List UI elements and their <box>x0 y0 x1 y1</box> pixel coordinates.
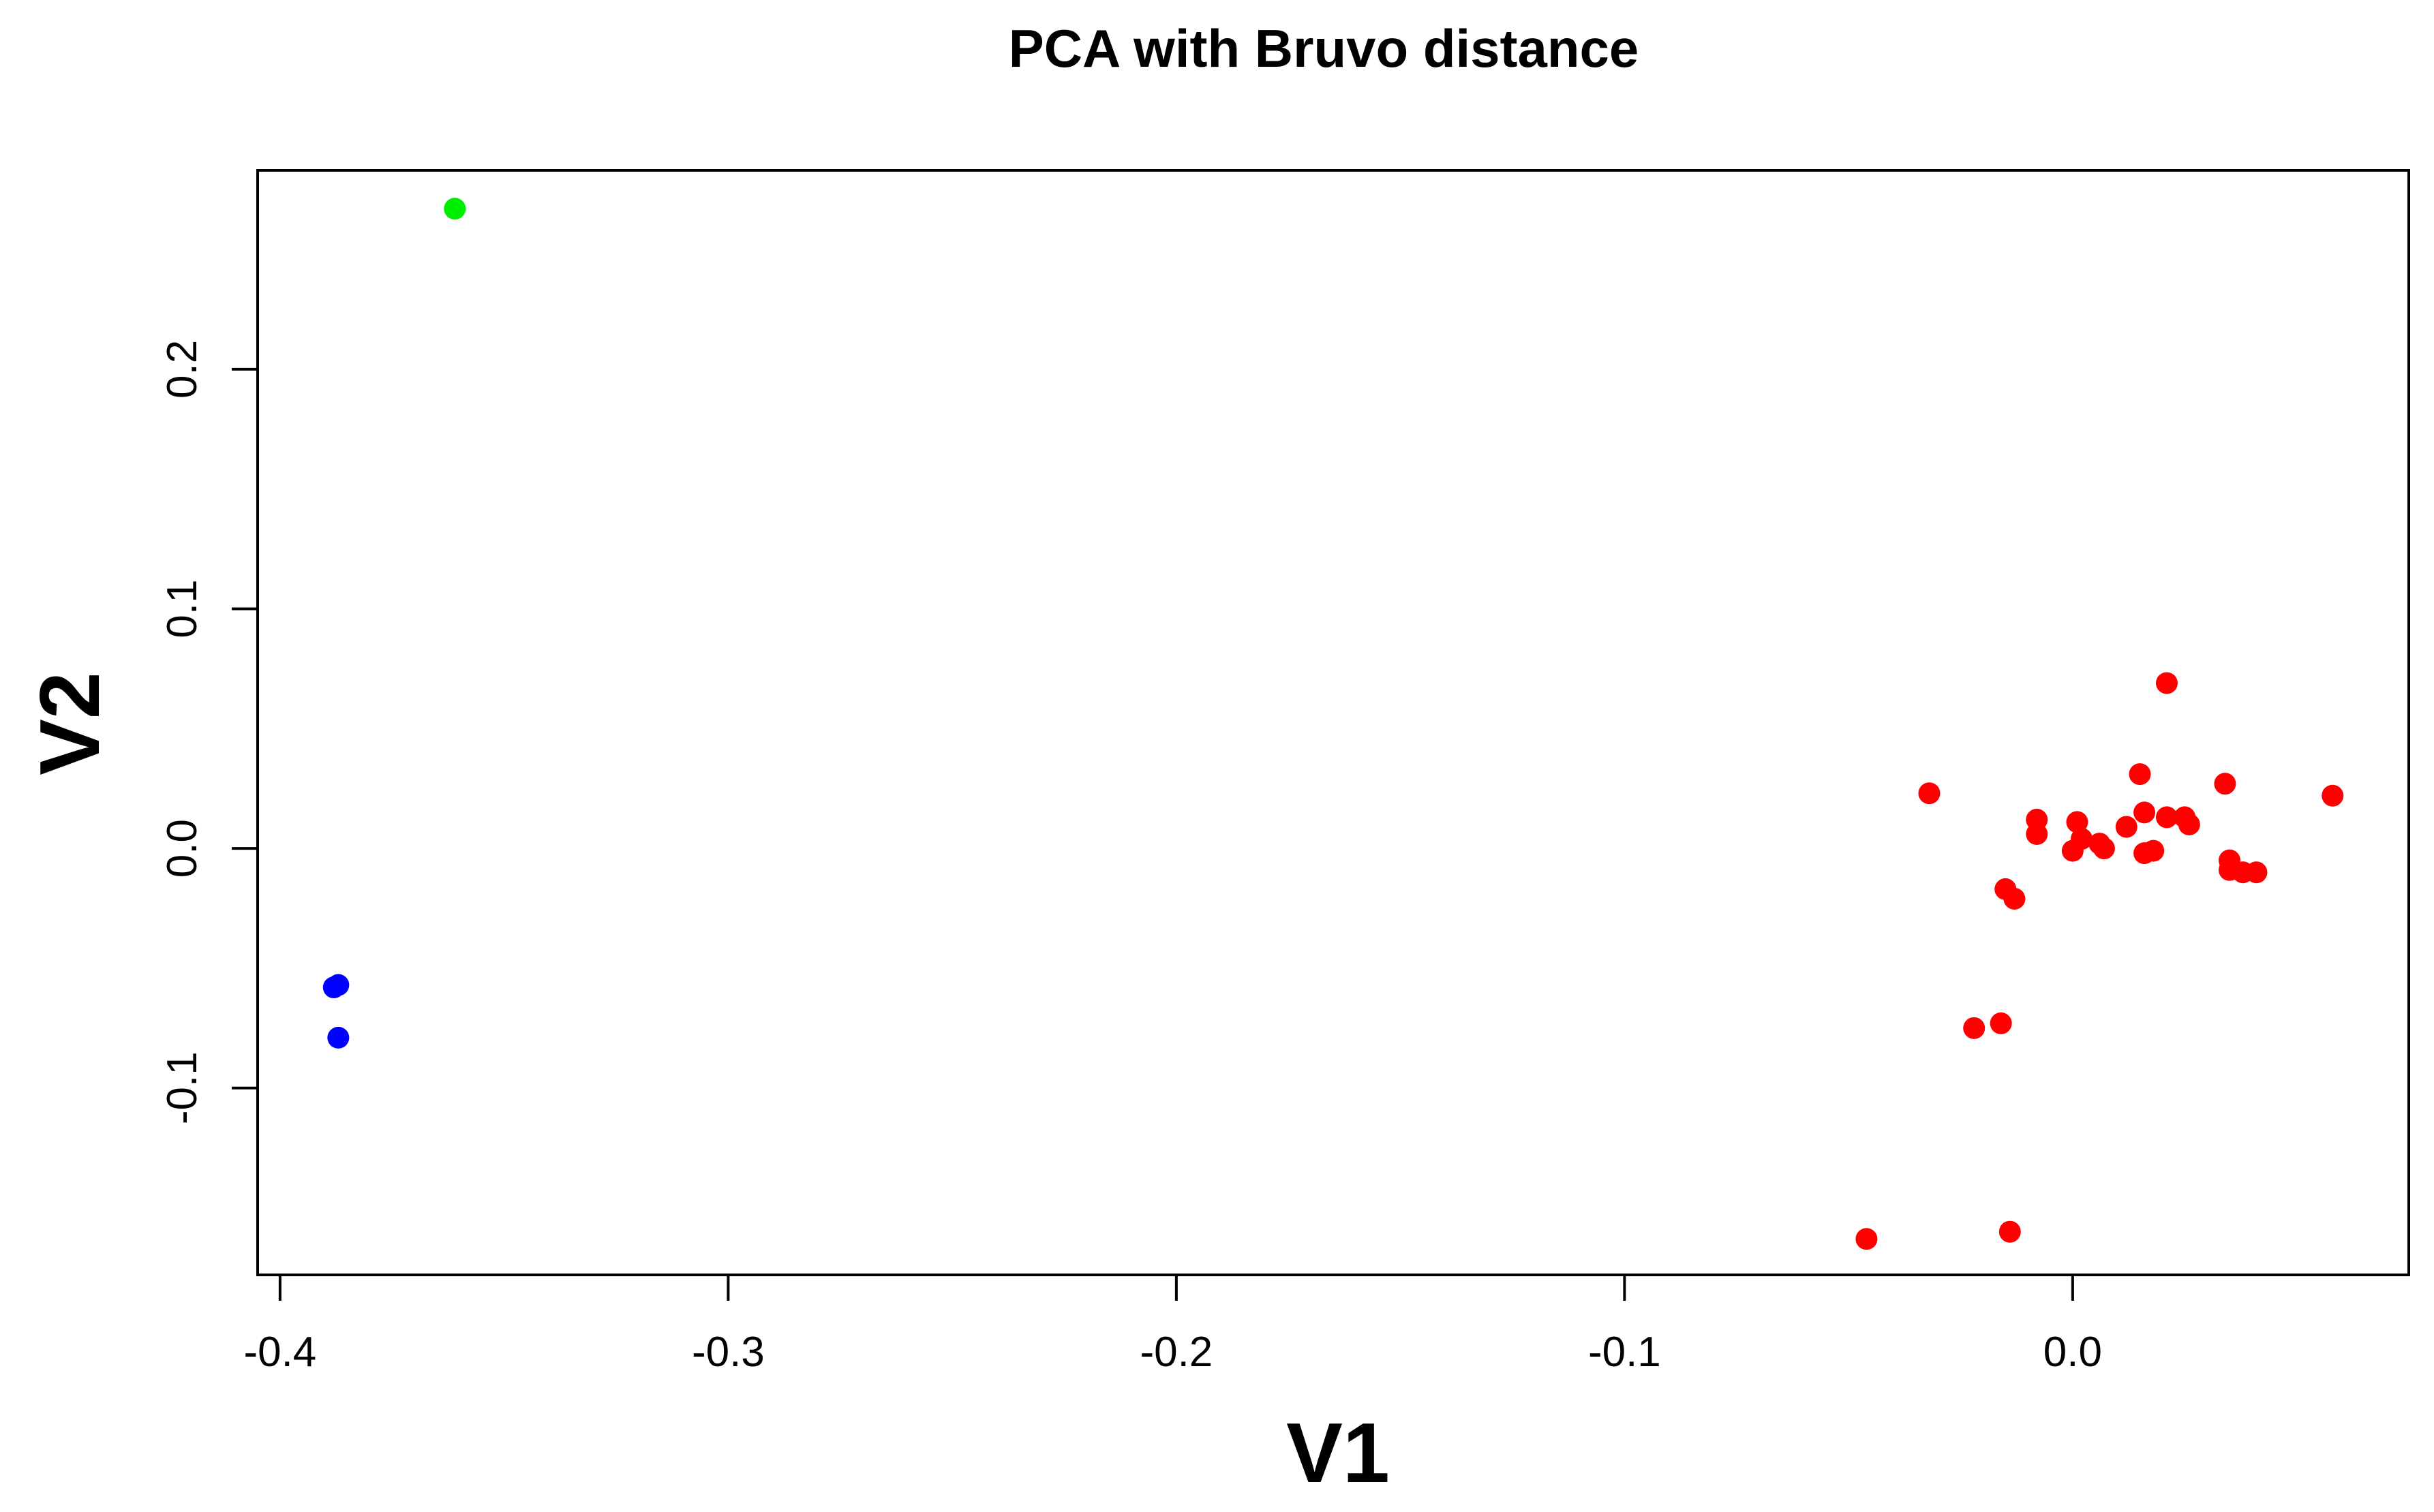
y-tick-label: -0.1 <box>159 1051 206 1124</box>
data-point <box>2155 806 2178 829</box>
data-point <box>1990 1012 2012 1034</box>
x-tick-label: -0.2 <box>1140 1329 1213 1376</box>
data-point <box>2061 839 2084 862</box>
data-point <box>2129 763 2151 786</box>
x-tick-label: -0.3 <box>692 1329 765 1376</box>
data-point <box>1998 1220 2021 1243</box>
scatter-points <box>322 198 2344 1250</box>
data-point <box>2115 816 2138 838</box>
data-point <box>1963 1017 1986 1039</box>
data-point <box>2214 773 2236 795</box>
x-axis-ticks: -0.4 -0.3 -0.2 -0.1 0.0 <box>243 1275 2102 1376</box>
data-point <box>2066 811 2088 833</box>
y-tick-label: 0.0 <box>159 819 206 878</box>
x-tick-label: 0.0 <box>2043 1329 2102 1376</box>
data-point <box>1918 782 1941 805</box>
data-point <box>2026 823 2048 846</box>
plot-area-frame <box>256 169 2410 1276</box>
data-point <box>2155 672 2178 694</box>
x-tick-label: -0.1 <box>1588 1329 1661 1376</box>
data-point <box>2003 887 2026 910</box>
y-axis-label: V2 <box>23 672 117 775</box>
data-point <box>2093 837 2115 860</box>
data-point <box>2178 813 2200 835</box>
x-axis-label: V1 <box>1286 1406 1390 1500</box>
x-tick-label: -0.4 <box>243 1329 316 1376</box>
data-point <box>1855 1228 1878 1250</box>
y-tick-label: 0.1 <box>159 579 206 638</box>
chart-title: PCA with Bruvo distance <box>1009 18 1639 78</box>
data-point <box>444 198 466 220</box>
data-point <box>2245 861 2268 884</box>
data-point <box>2133 842 2156 865</box>
data-point <box>2133 801 2156 824</box>
y-tick-label: 0.2 <box>159 340 206 399</box>
y-axis-ticks: -0.1 0.0 0.1 0.2 <box>159 340 258 1124</box>
data-point <box>322 976 345 999</box>
data-point <box>2322 784 2344 807</box>
data-point <box>327 1026 350 1049</box>
